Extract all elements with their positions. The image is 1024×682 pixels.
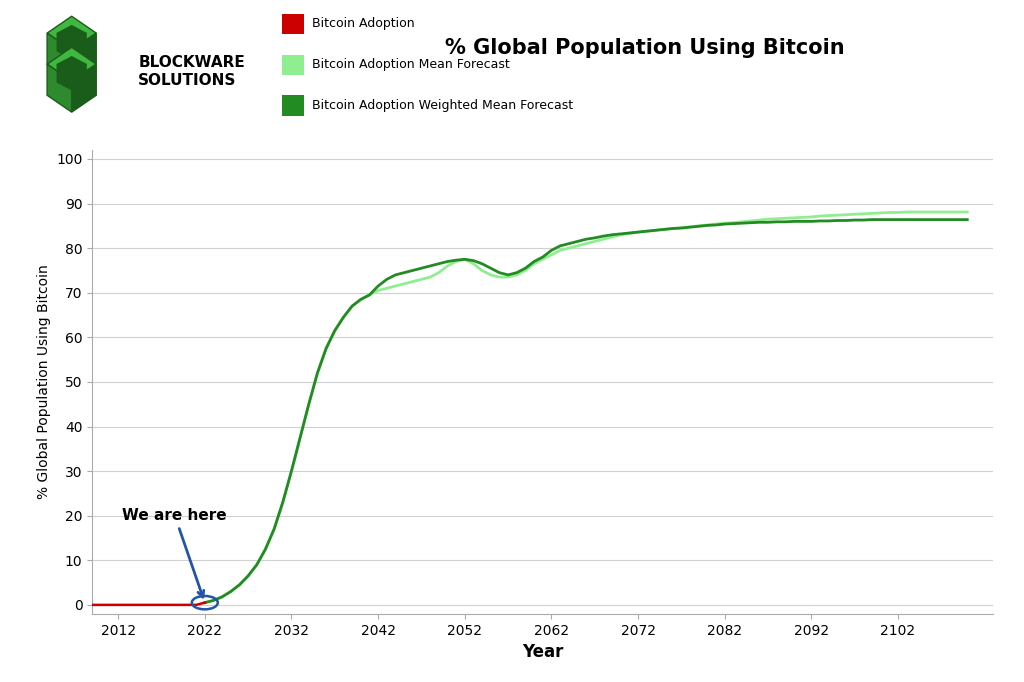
Polygon shape bbox=[72, 33, 86, 59]
Text: Bitcoin Adoption Weighted Mean Forecast: Bitcoin Adoption Weighted Mean Forecast bbox=[312, 99, 573, 113]
Polygon shape bbox=[57, 25, 86, 41]
Polygon shape bbox=[57, 33, 72, 59]
Polygon shape bbox=[47, 33, 72, 81]
Text: Bitcoin Adoption Mean Forecast: Bitcoin Adoption Mean Forecast bbox=[312, 58, 510, 72]
Text: We are here: We are here bbox=[123, 508, 227, 597]
Polygon shape bbox=[72, 64, 96, 112]
Polygon shape bbox=[47, 16, 96, 50]
Polygon shape bbox=[72, 64, 86, 90]
Text: Bitcoin Adoption: Bitcoin Adoption bbox=[312, 17, 415, 31]
Polygon shape bbox=[57, 57, 86, 72]
Text: % Global Population Using Bitcoin: % Global Population Using Bitcoin bbox=[445, 38, 845, 58]
Polygon shape bbox=[47, 47, 96, 81]
Polygon shape bbox=[47, 64, 72, 112]
Polygon shape bbox=[57, 64, 72, 90]
X-axis label: Year: Year bbox=[522, 643, 563, 661]
Polygon shape bbox=[72, 33, 96, 81]
Y-axis label: % Global Population Using Bitcoin: % Global Population Using Bitcoin bbox=[37, 265, 50, 499]
Text: BLOCKWARE
SOLUTIONS: BLOCKWARE SOLUTIONS bbox=[138, 55, 245, 89]
